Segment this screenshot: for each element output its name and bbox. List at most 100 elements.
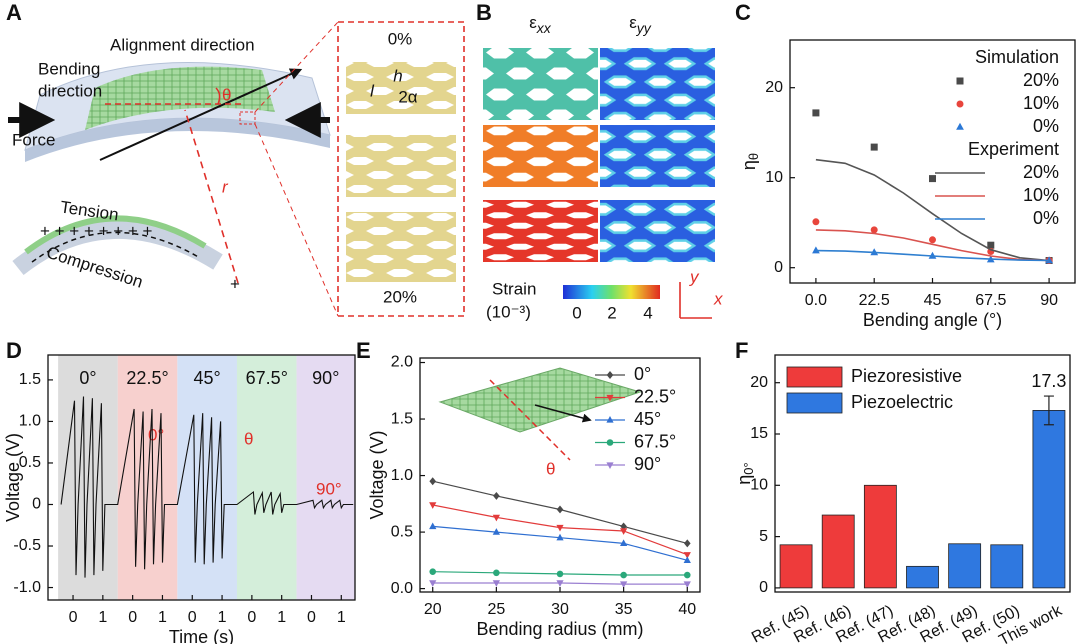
marker bbox=[429, 580, 437, 587]
marker bbox=[493, 492, 500, 500]
band-label: 67.5° bbox=[246, 368, 288, 388]
marker bbox=[556, 533, 564, 541]
label-subscript: 0° bbox=[741, 462, 756, 474]
marker bbox=[429, 477, 436, 486]
x-tick-label: 0 bbox=[128, 609, 137, 626]
marker bbox=[812, 218, 820, 226]
strain-map bbox=[600, 200, 715, 262]
y-tick-label: 10 bbox=[750, 477, 768, 494]
label: Alignment direction bbox=[110, 35, 255, 54]
x-tick-label: 25 bbox=[487, 601, 505, 618]
legend-label: 90° bbox=[634, 454, 661, 474]
x-tick-label: 1 bbox=[277, 609, 286, 626]
bar bbox=[990, 544, 1024, 589]
label: l bbox=[370, 81, 375, 100]
marker bbox=[683, 552, 691, 559]
legend-label: 0% bbox=[1033, 208, 1059, 228]
band-label: 45° bbox=[194, 368, 221, 388]
colorbar-tick: 4 bbox=[643, 303, 652, 322]
legend-marker bbox=[606, 416, 614, 423]
legend-label: Piezoelectric bbox=[851, 392, 953, 412]
lattice bbox=[346, 135, 456, 197]
y-tick-label: 5 bbox=[759, 528, 768, 545]
legend-marker bbox=[956, 77, 964, 85]
marker bbox=[870, 226, 878, 234]
line bbox=[815, 158, 1050, 262]
x-tick-label: 0.0 bbox=[805, 292, 827, 309]
marker bbox=[429, 568, 437, 575]
x-tick-label: 0 bbox=[307, 609, 316, 626]
strain-map bbox=[483, 48, 598, 120]
x-tick-label: 67.5 bbox=[975, 292, 1006, 309]
label: Strain bbox=[492, 279, 536, 298]
marker bbox=[812, 109, 820, 117]
x-tick-label: 0 bbox=[247, 609, 256, 626]
x-tick-label: 90 bbox=[1040, 292, 1058, 309]
legend-title: Experiment bbox=[968, 139, 1059, 159]
annotation: θ bbox=[244, 429, 253, 448]
x-tick-label: 45 bbox=[924, 292, 942, 309]
label-symbol: η bbox=[734, 475, 754, 485]
y-tick-label: 1.0 bbox=[19, 413, 41, 430]
x-tick-label: 35 bbox=[615, 601, 633, 618]
marker bbox=[987, 241, 995, 249]
legend-label: 45° bbox=[634, 409, 661, 429]
zoom-frame bbox=[337, 21, 465, 317]
marker bbox=[492, 580, 500, 587]
marker bbox=[556, 524, 564, 532]
marker bbox=[683, 571, 691, 579]
label: εxx bbox=[529, 13, 552, 35]
marker bbox=[429, 522, 437, 530]
marker bbox=[620, 522, 627, 531]
band-label: 22.5° bbox=[126, 368, 168, 388]
x-tick-label: 1 bbox=[337, 609, 346, 626]
lattice bbox=[346, 212, 456, 282]
zoom-box bbox=[239, 111, 256, 125]
line bbox=[60, 396, 354, 578]
bent-substrate bbox=[12, 221, 223, 276]
lattice bbox=[346, 62, 456, 114]
label: 2α bbox=[398, 87, 417, 106]
y-axis-label: Voltage (V) bbox=[3, 433, 23, 522]
y-tick-label: 15 bbox=[750, 425, 768, 442]
panel-a: A Alignment direction Bending direction … bbox=[6, 0, 465, 317]
colorbar-tick: 2 bbox=[607, 303, 616, 322]
legend-label: 10% bbox=[1023, 93, 1059, 113]
sheet-edge bbox=[25, 118, 330, 162]
label: (10⁻³) bbox=[486, 302, 531, 321]
legend-title: Simulation bbox=[975, 47, 1059, 67]
line bbox=[815, 229, 1050, 262]
legend-label: 22.5° bbox=[634, 386, 676, 406]
y-axis-label: Voltage (V) bbox=[367, 430, 387, 519]
legend-label: 10% bbox=[1023, 185, 1059, 205]
x-tick-label: 22.5 bbox=[859, 292, 890, 309]
line bbox=[815, 249, 1050, 262]
panel-label: E bbox=[356, 338, 371, 363]
zoom-line bbox=[254, 21, 339, 113]
label-symbol: η bbox=[739, 160, 759, 170]
mesh bbox=[85, 66, 275, 130]
legend-label: 20% bbox=[1023, 162, 1059, 182]
y-tick-label: 0.5 bbox=[19, 454, 41, 471]
x-tick-label: 1 bbox=[158, 609, 167, 626]
inset-line bbox=[489, 379, 571, 461]
label: Bending bbox=[38, 59, 100, 78]
colorbar-tick: 0 bbox=[572, 303, 581, 322]
marker bbox=[929, 236, 936, 244]
bar bbox=[821, 514, 855, 589]
bar bbox=[863, 484, 897, 589]
panel-label: C bbox=[735, 0, 751, 25]
label: 0% bbox=[388, 29, 413, 48]
label: 20% bbox=[383, 287, 417, 306]
y-tick-label: 0 bbox=[774, 259, 783, 276]
marker bbox=[493, 569, 500, 577]
marker bbox=[870, 143, 878, 151]
band bbox=[296, 355, 355, 600]
label: θ bbox=[222, 85, 231, 104]
label: y bbox=[689, 267, 700, 286]
y-tick-label: -1.0 bbox=[13, 579, 41, 596]
x-tick-label: 1 bbox=[218, 609, 227, 626]
strain-map bbox=[483, 200, 598, 262]
value-label: 17.3 bbox=[1031, 371, 1066, 391]
x-tick-label: 0 bbox=[188, 609, 197, 626]
